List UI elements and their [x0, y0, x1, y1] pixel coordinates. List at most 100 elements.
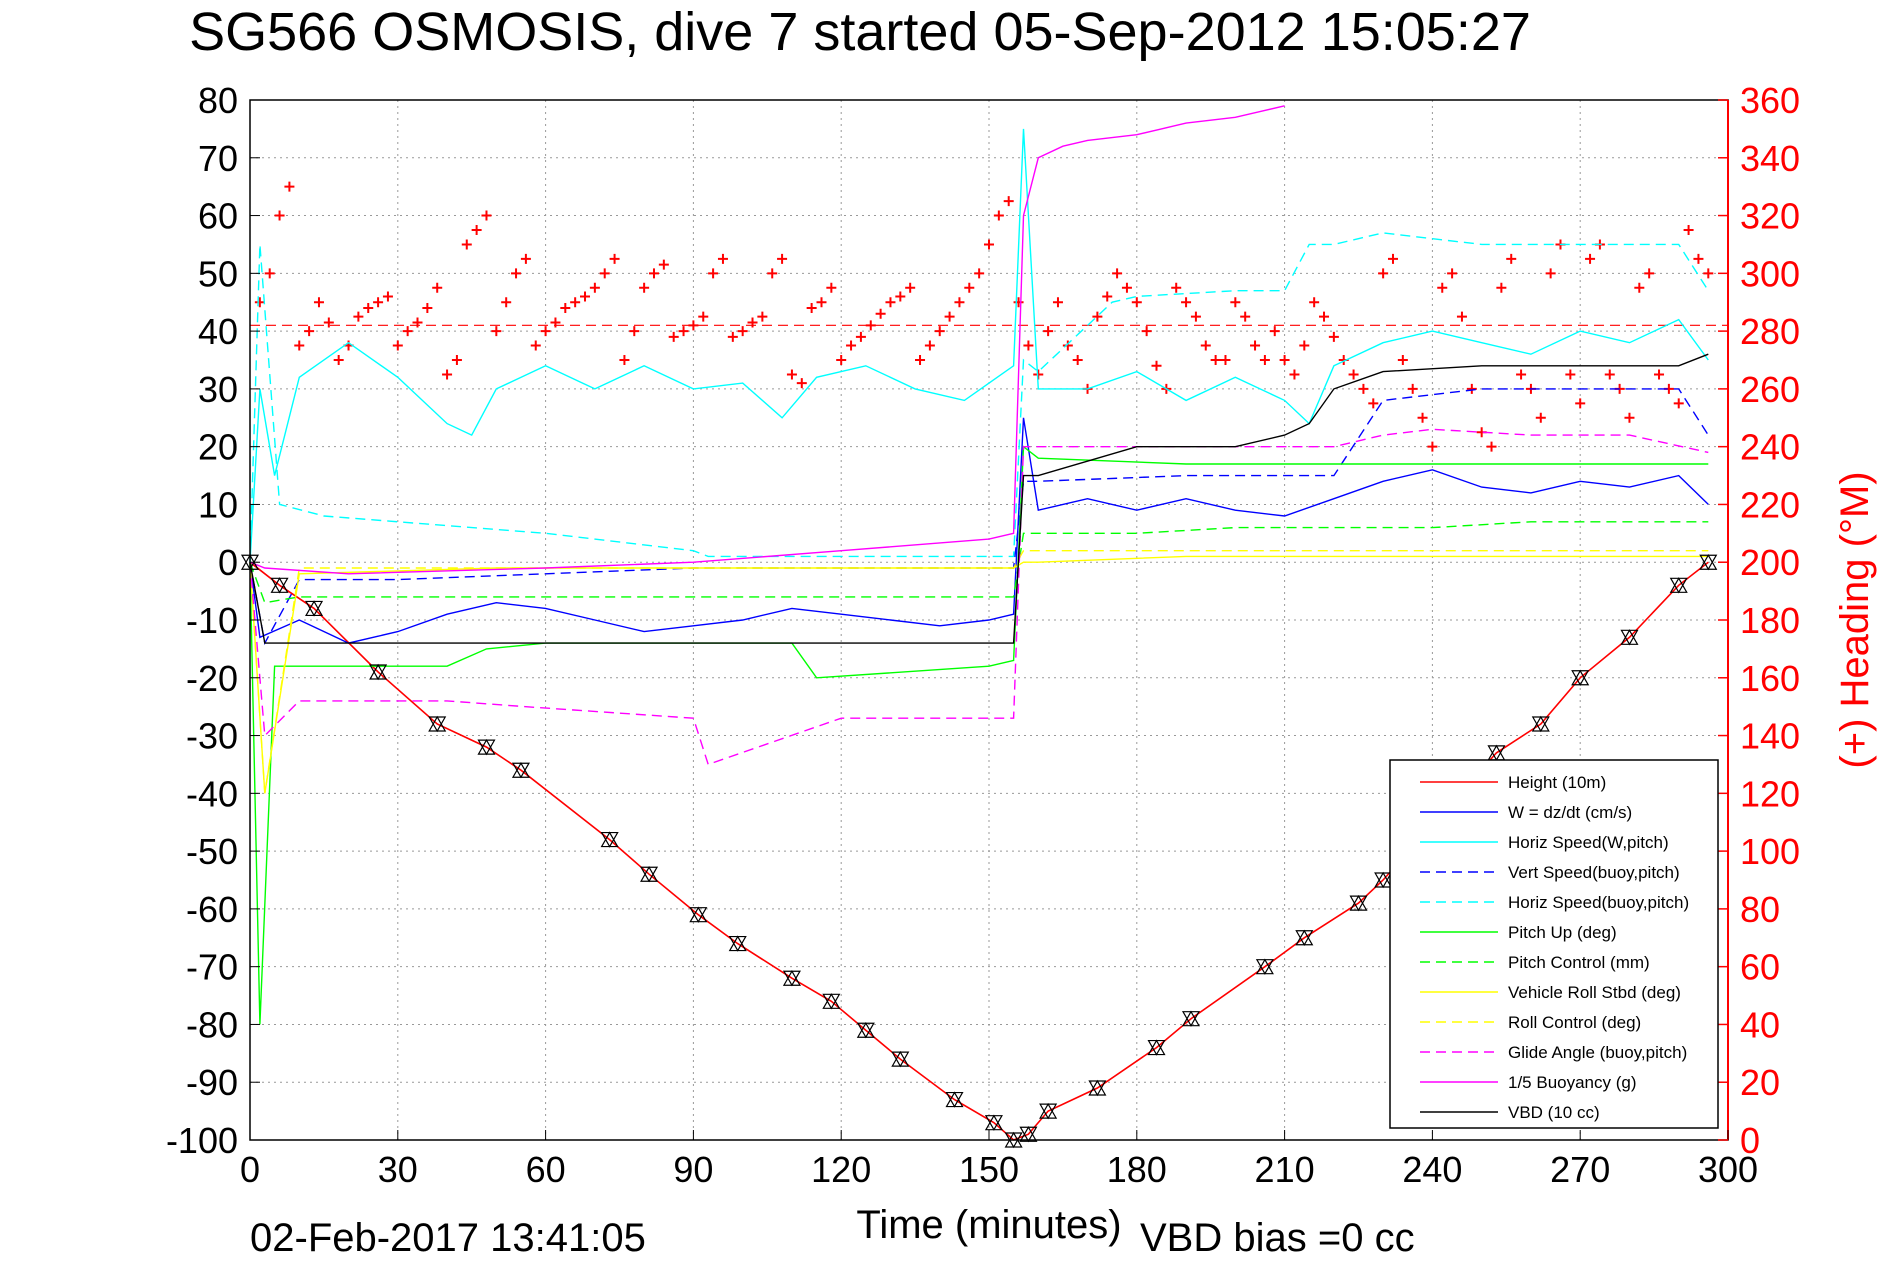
heading-point	[1151, 360, 1162, 371]
y-tick-label-left: -10	[186, 600, 238, 641]
depth-marker-up	[369, 663, 388, 680]
heading-point	[1565, 369, 1576, 380]
heading-point	[1309, 297, 1320, 308]
heading-point	[1624, 412, 1635, 423]
heading-point	[717, 253, 728, 264]
heading-point	[1575, 398, 1586, 409]
heading-point	[294, 340, 305, 351]
heading-point	[688, 320, 699, 331]
y-tick-label-left: -100	[166, 1120, 238, 1161]
heading-point	[905, 282, 916, 293]
heading-point	[491, 326, 502, 337]
heading-point	[1289, 369, 1300, 380]
heading-point	[1092, 311, 1103, 322]
heading-point	[1585, 253, 1596, 264]
depth-marker-up	[511, 762, 531, 778]
y-tick-label-right: 40	[1740, 1004, 1780, 1045]
heading-point	[284, 181, 295, 192]
heading-point	[264, 268, 275, 279]
x-tick-label: 210	[1255, 1149, 1315, 1190]
heading-point	[1112, 268, 1123, 279]
depth-marker-up	[1181, 1010, 1201, 1027]
depth-marker-up	[1669, 577, 1688, 593]
series-line-8	[249, 550, 1709, 794]
depth-marker-up	[1374, 871, 1393, 888]
series-line-4	[249, 232, 1709, 563]
depth-marker-up	[945, 1091, 964, 1108]
heading-point	[1190, 311, 1201, 322]
heading-point	[1456, 311, 1467, 322]
legend: Height (10m) W = dz/dt (cm/s) Horiz Speed(…	[1389, 759, 1719, 1129]
y-tick-label-left: 20	[198, 427, 238, 468]
x-tick-label: 240	[1402, 1149, 1462, 1190]
legend-label: VBD (10 cc)	[1508, 1103, 1600, 1122]
heading-point	[934, 326, 945, 337]
heading-point	[826, 282, 837, 293]
heading-point	[1378, 268, 1389, 279]
heading-point	[323, 317, 334, 328]
depth-marker-up	[1255, 958, 1274, 975]
heading-point	[1397, 355, 1408, 365]
heading-point	[1466, 383, 1477, 394]
depth-marker-up	[1019, 1126, 1038, 1142]
depth-marker-up	[856, 1022, 875, 1038]
heading-point	[1003, 196, 1014, 207]
depth-marker-up	[477, 738, 496, 755]
x-tick-label: 150	[959, 1149, 1019, 1190]
depth-marker-up	[1039, 1102, 1058, 1119]
depth-marker-up	[1699, 554, 1718, 570]
heading-point	[442, 369, 453, 380]
heading-point	[1654, 369, 1665, 380]
depth-marker-up	[1088, 1079, 1107, 1096]
heading-point	[836, 355, 847, 365]
heading-point	[1535, 412, 1546, 423]
depth-marker-up	[891, 1050, 910, 1067]
series-line-1	[249, 417, 1709, 644]
heading-point	[540, 326, 551, 337]
heading-point	[816, 297, 827, 308]
legend-label: Pitch Up (deg)	[1508, 923, 1617, 942]
heading-point	[993, 210, 1004, 221]
heading-point	[796, 378, 807, 389]
depth-marker-up	[305, 600, 324, 617]
x-tick-label: 0	[240, 1149, 260, 1190]
heading-point	[1644, 268, 1655, 279]
depth-marker-up	[689, 906, 708, 923]
heading-point	[855, 331, 866, 342]
depth-marker-up	[600, 831, 619, 848]
y-tick-label-left: -80	[186, 1004, 238, 1045]
y-tick-label-right: 180	[1740, 600, 1800, 641]
heading-point	[747, 317, 758, 328]
heading-point	[727, 331, 738, 342]
depth-marker-up	[1349, 894, 1368, 911]
heading-point	[382, 291, 393, 302]
heading-point	[461, 239, 472, 250]
heading-point	[1269, 326, 1280, 337]
heading-point	[1319, 311, 1330, 322]
heading-point	[1181, 297, 1192, 308]
heading-point	[1328, 331, 1339, 342]
heading-point	[599, 268, 610, 279]
y-tick-label-left: 30	[198, 369, 238, 410]
heading-point	[481, 210, 492, 221]
heading-point	[1062, 340, 1073, 351]
heading-point	[1486, 441, 1497, 452]
heading-point	[1200, 340, 1211, 351]
heading-point	[451, 355, 462, 365]
x-tick-label: 60	[526, 1149, 566, 1190]
legend-label: Horiz Speed(buoy,pitch)	[1508, 893, 1689, 912]
heading-point	[875, 308, 886, 319]
heading-point	[668, 331, 679, 342]
heading-point	[373, 297, 384, 308]
y-tick-label-left: -40	[186, 773, 238, 814]
series-line-6	[249, 521, 1709, 604]
y-tick-label-right: 220	[1740, 484, 1800, 525]
heading-point	[1693, 253, 1704, 264]
heading-point	[1171, 282, 1182, 293]
heading-point	[254, 297, 265, 308]
heading-point	[422, 303, 433, 313]
y-tick-label-right: 140	[1740, 716, 1800, 757]
x-tick-label: 30	[378, 1149, 418, 1190]
heading-point	[757, 311, 768, 322]
heading-point	[1299, 340, 1310, 351]
